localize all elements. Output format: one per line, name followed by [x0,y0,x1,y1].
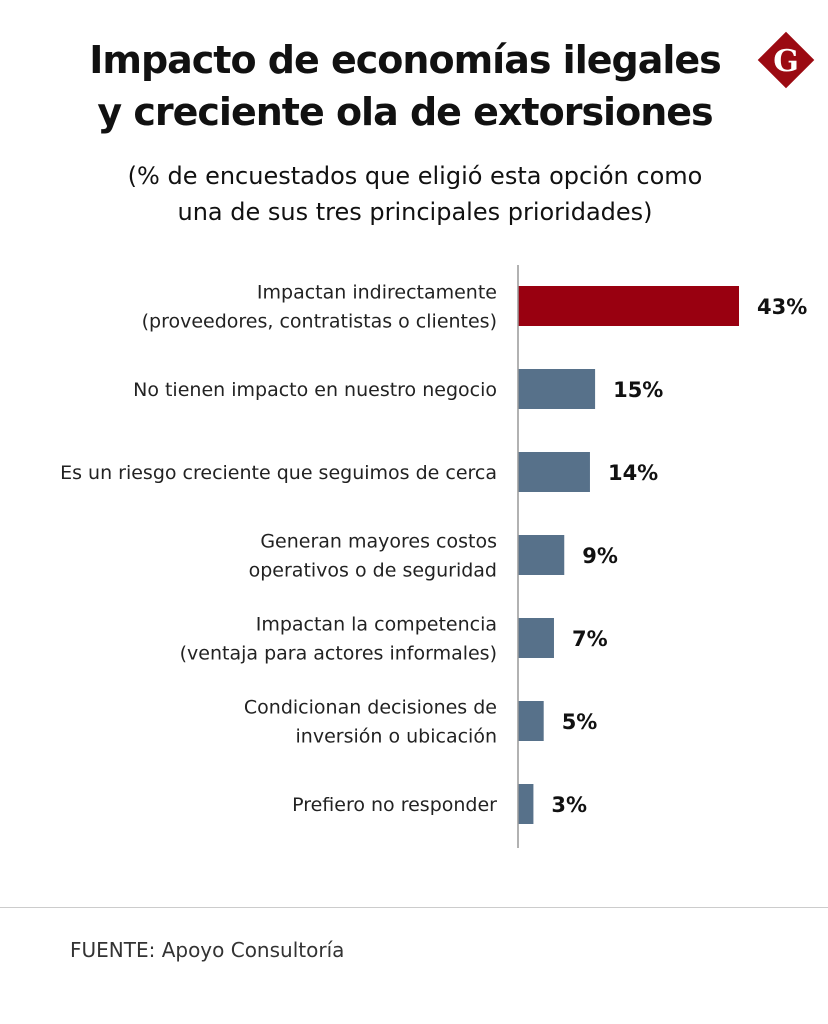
source-note: FUENTE: Apoyo Consultoría [70,938,345,962]
chart-subtitle: (% de encuestados que eligió esta opción… [60,158,770,230]
category-label: (proveedores, contratistas o clientes) [142,311,497,333]
bar [518,784,534,824]
logo-icon: G [757,31,815,89]
data-label: 7% [572,627,608,651]
data-label: 15% [613,378,663,402]
category-label: Prefiero no responder [292,794,497,816]
data-label: 43% [757,295,807,319]
subtitle-line-2: una de sus tres principales prioridades) [177,198,653,226]
data-label: 3% [551,793,587,817]
bar [518,535,565,575]
category-label: Condicionan decisiones de [244,697,497,719]
bar [518,618,554,658]
category-label: operativos o de seguridad [249,560,497,582]
bar [518,452,590,492]
data-label: 9% [582,544,618,568]
category-label: (ventaja para actores informales) [180,643,497,665]
category-label: Generan mayores costos [260,531,497,553]
category-label: inversión o ubicación [296,726,497,748]
bar [518,286,739,326]
data-label: 14% [608,461,658,485]
divider [0,907,828,908]
data-label: 5% [562,710,598,734]
subtitle-line-1: (% de encuestados que eligió esta opción… [127,162,703,190]
category-label: No tienen impacto en nuestro negocio [133,379,497,401]
svg-text:G: G [773,44,799,79]
title-line-1: Impacto de economías ilegales [89,38,722,82]
category-label: Impactan indirectamente [257,282,497,304]
bar [518,701,544,741]
chart-title: Impacto de economías ilegales y crecient… [40,34,770,138]
title-line-2: y creciente ola de extorsiones [97,90,713,134]
category-label: Impactan la competencia [256,614,497,636]
category-label: Es un riesgo creciente que seguimos de c… [60,462,497,484]
bar [518,369,596,409]
